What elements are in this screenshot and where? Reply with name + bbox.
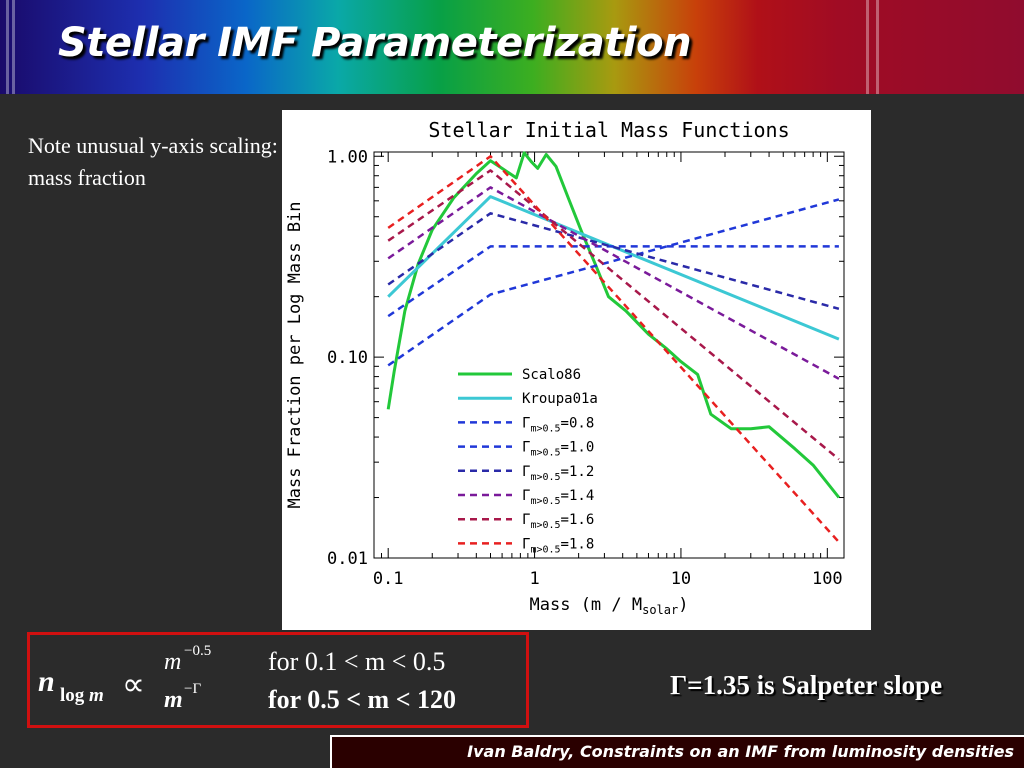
legend-label: Γm>0.5=1.0 — [522, 440, 594, 459]
legend-label-greek: Γ — [522, 415, 530, 431]
legend-label-greek: Γ — [522, 512, 530, 528]
legend-label: Γm>0.5=1.2 — [522, 464, 594, 483]
legend-label: Γm>0.5=1.8 — [522, 536, 594, 555]
legend-label-greek: Γ — [522, 440, 530, 456]
legend-label-subscript: m>0.5 — [530, 544, 560, 555]
x-tick-label: 0.1 — [373, 569, 404, 589]
legend-label-value: =1.6 — [561, 512, 595, 528]
low-mass-base: m — [164, 649, 182, 675]
legend-label-subscript: m>0.5 — [530, 496, 560, 507]
salpeter-note: Γ=1.35 is Salpeter slope — [670, 670, 943, 700]
legend-label-subscript: m>0.5 — [530, 423, 560, 434]
imf-chart: Stellar Initial Mass Functions 0.1 1 10 100 0… — [285, 118, 845, 617]
legend-label-subscript: m>0.5 — [530, 520, 560, 531]
formula-lhs-subscript-prefix: log — [60, 685, 90, 706]
legend-label-subscript: m>0.5 — [530, 448, 560, 459]
y-tick-label: 0.10 — [327, 348, 368, 368]
imf-formula-box: n log m ∝ m −0.5 m −Γ for 0.1 < m < 0.5 … — [27, 632, 529, 728]
x-tick-label: 10 — [671, 569, 691, 589]
legend-label: Γm>0.5=0.8 — [522, 415, 594, 434]
plot-frame — [373, 151, 845, 559]
chart-title: Stellar Initial Mass Functions — [428, 118, 789, 142]
x-tick-label: 1 — [529, 569, 539, 589]
formula-lhs-subscript: log m — [60, 685, 104, 707]
y-tick-label: 1.00 — [327, 147, 368, 167]
legend-label: Γm>0.5=1.6 — [522, 512, 594, 531]
legend-label-value: =1.0 — [561, 440, 595, 456]
x-axis-label-subscript: solar — [642, 603, 678, 617]
citation: Ivan Baldry, Constraints on an IMF from … — [467, 742, 1014, 761]
legend-label-greek: Γ — [522, 536, 530, 552]
legend-label: Γm>0.5=1.4 — [522, 488, 594, 507]
x-axis-label-close: ) — [678, 595, 688, 615]
series-line-0 — [386, 151, 841, 499]
series-line-7 — [387, 155, 840, 543]
legend-label-value: =1.4 — [561, 488, 595, 504]
legend-label: Scalo86 — [522, 367, 581, 383]
title-banner — [0, 0, 1024, 94]
y-tick-label: 0.01 — [327, 549, 368, 569]
y-axis-label: Mass Fraction per Log Mass Bin — [285, 201, 305, 508]
chart-panel: Stellar Initial Mass Functions 0.1 1 10 100 0… — [282, 110, 871, 630]
x-axis-label: Mass (m / Msolar) — [530, 595, 689, 617]
y-axis-note: Note unusual y-axis scaling: mass fracti… — [28, 133, 278, 190]
slide-title: Stellar IMF Parameterization — [58, 20, 692, 66]
series-line-3 — [387, 245, 839, 318]
high-mass-exponent: −Γ — [184, 681, 202, 697]
legend-label-value: =0.8 — [561, 415, 595, 431]
legend-label: Kroupa01a — [522, 391, 598, 407]
legend-label-subscript: m>0.5 — [530, 472, 560, 483]
series-line-1 — [387, 195, 840, 341]
series-line-2 — [387, 198, 840, 367]
series-line-6 — [387, 169, 840, 461]
series-line-5 — [387, 186, 840, 380]
formula-lhs: n — [38, 665, 55, 698]
low-mass-condition: for 0.1 < m < 0.5 — [268, 647, 446, 676]
formula-lhs-subscript-var: m — [89, 685, 104, 706]
legend-label-value: =1.2 — [561, 464, 595, 480]
low-mass-exponent: −0.5 — [184, 643, 212, 659]
high-mass-base: m — [164, 687, 183, 713]
high-mass-condition: for 0.5 < m < 120 — [268, 685, 457, 714]
legend-label-greek: Γ — [522, 464, 530, 480]
proportional-symbol: ∝ — [122, 666, 145, 702]
legend-label-greek: Γ — [522, 488, 530, 504]
citation-bar: Ivan Baldry, Constraints on an IMF from … — [330, 735, 1024, 768]
x-tick-label: 100 — [812, 569, 843, 589]
legend-label-value: =1.8 — [561, 536, 595, 552]
series-line-4 — [387, 212, 840, 311]
